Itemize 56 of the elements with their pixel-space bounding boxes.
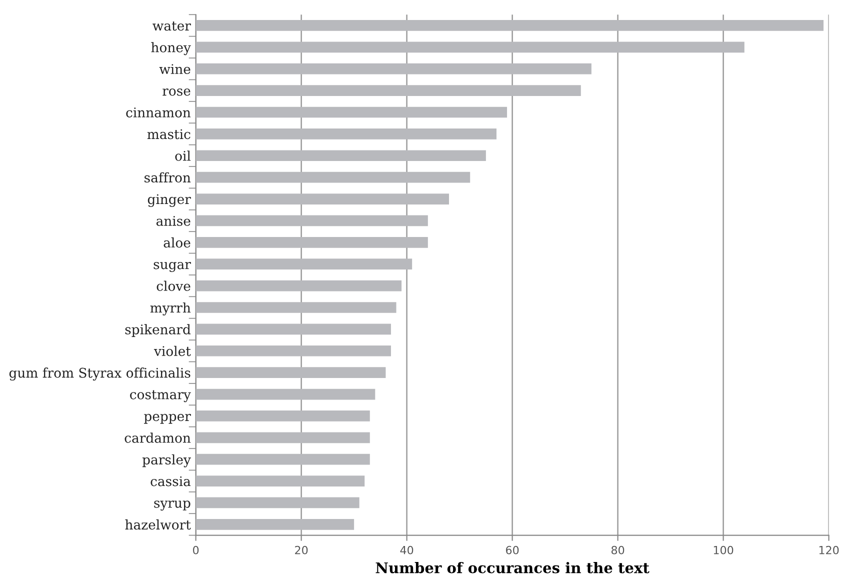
bar xyxy=(196,194,450,204)
bar xyxy=(196,106,508,118)
y-tick-label: clove xyxy=(156,280,190,291)
bar xyxy=(196,128,496,140)
bar xyxy=(196,302,396,313)
y-tick-label: myrrh xyxy=(150,302,191,316)
y-tick-label: honey xyxy=(151,42,191,56)
x-tick-label: 20 xyxy=(295,546,308,554)
y-tick-label: saffron xyxy=(144,172,191,183)
bar xyxy=(196,63,592,74)
bar xyxy=(196,280,402,292)
y-tick-label: spikenard xyxy=(125,324,191,337)
y-tick-label: cinnamon xyxy=(126,108,191,118)
x-tick-label: 0 xyxy=(193,546,199,554)
x-tick-label: 120 xyxy=(819,546,839,554)
bar xyxy=(196,367,386,378)
x-tick-label: 80 xyxy=(611,546,624,554)
x-tick-label: 40 xyxy=(400,546,414,554)
y-tick-label: cardamon xyxy=(124,432,191,443)
bar xyxy=(196,20,824,31)
y-tick-label: hazelwort xyxy=(125,519,191,530)
bar xyxy=(196,85,581,96)
y-tick-label: cassia xyxy=(150,476,191,486)
bar xyxy=(196,432,370,444)
y-tick-label: wine xyxy=(159,64,190,74)
y-tick-label: aloe xyxy=(164,237,190,248)
bar xyxy=(196,497,360,508)
y-tick-label: pepper xyxy=(144,414,191,424)
y-tick-label: sugar xyxy=(154,262,191,272)
bar xyxy=(196,345,391,356)
x-axis-title: Number of occurances in the text xyxy=(376,562,650,574)
bar xyxy=(196,476,365,486)
bar xyxy=(196,454,370,465)
y-tick-label: anise xyxy=(156,216,190,226)
y-tick-label: ginger xyxy=(148,194,191,207)
y-tick-label: syrup xyxy=(154,500,190,511)
bar xyxy=(196,258,412,270)
bar xyxy=(196,42,744,53)
bar xyxy=(196,410,370,422)
y-tick-label: violet xyxy=(154,346,191,356)
x-tick-label: 60 xyxy=(506,546,519,554)
bar xyxy=(196,388,376,400)
x-tick-label: 100 xyxy=(714,546,734,554)
bar xyxy=(196,150,486,162)
y-tick-label: gum from Styrax officinalis xyxy=(9,368,190,381)
y-tick-label: oil xyxy=(175,150,191,161)
y-tick-label: water xyxy=(152,22,191,31)
y-tick-label: costmary xyxy=(130,390,191,402)
bar xyxy=(196,172,470,183)
bar xyxy=(196,215,428,226)
bar xyxy=(196,519,354,530)
bar xyxy=(196,324,391,335)
y-tick-label: mastic xyxy=(147,129,190,140)
bar xyxy=(196,236,428,248)
y-tick-label: rose xyxy=(162,88,190,96)
y-tick-label: parsley xyxy=(142,454,191,468)
